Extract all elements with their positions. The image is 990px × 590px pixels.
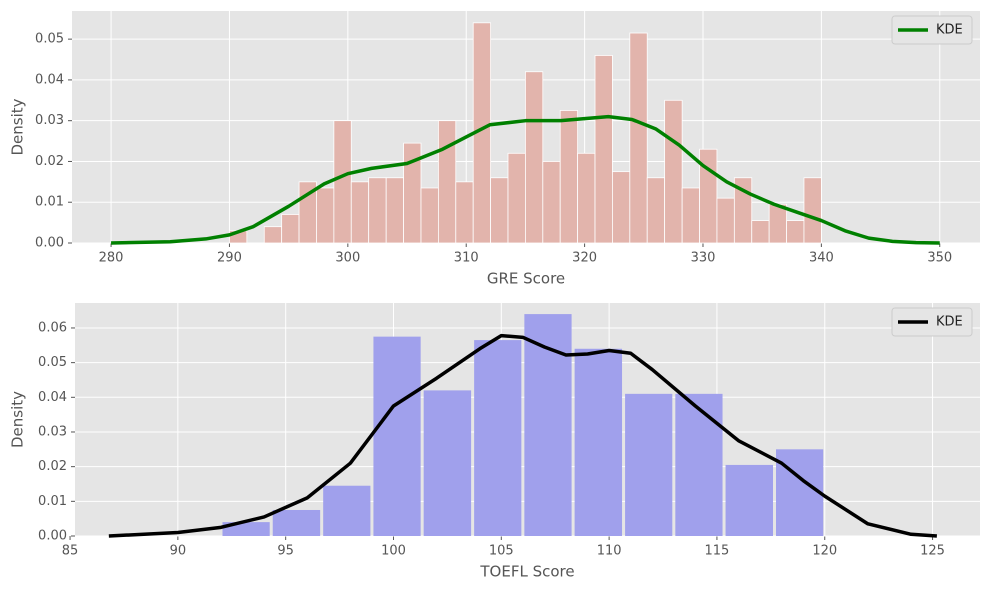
bar	[751, 220, 770, 244]
y-tick-label: 0.00	[35, 236, 64, 251]
x-tick-label: 280	[99, 251, 124, 266]
bar	[368, 177, 387, 244]
y-axis-label: Density	[9, 98, 27, 155]
bar	[272, 509, 321, 536]
x-tick-label: 290	[217, 251, 242, 266]
bar	[803, 177, 822, 244]
kde-line	[111, 114, 940, 245]
x-tick-label: 350	[927, 251, 952, 266]
bar	[768, 203, 787, 244]
y-tick-label: 0.00	[38, 529, 67, 544]
y-tick-label: 0.06	[38, 320, 67, 335]
bar	[281, 214, 300, 244]
x-tick-label: 90	[170, 544, 187, 559]
bar	[716, 197, 735, 244]
bar	[323, 485, 371, 536]
y-tick-label: 0.01	[35, 195, 64, 210]
bar	[625, 393, 673, 536]
bar	[675, 393, 723, 536]
bar	[725, 464, 773, 536]
bar	[594, 55, 613, 244]
bar	[786, 220, 805, 244]
bar	[681, 187, 700, 244]
x-tick-label: 105	[489, 544, 514, 559]
bar	[385, 177, 404, 244]
y-tick-label: 0.04	[38, 390, 67, 405]
bar	[525, 71, 544, 244]
bar	[263, 226, 283, 244]
x-tick-label: 95	[277, 544, 294, 559]
bar	[507, 152, 526, 244]
x-tick-label: 100	[381, 544, 406, 559]
x-tick-label: 85	[62, 544, 79, 559]
x-tick-label: 115	[705, 544, 730, 559]
y-tick-label: 0.01	[38, 494, 67, 509]
bar	[333, 120, 352, 244]
x-tick-label: 125	[920, 544, 945, 559]
legend-label: KDE	[936, 23, 963, 38]
y-tick-label: 0.03	[38, 424, 67, 439]
x-tick-label: 310	[454, 251, 479, 266]
bar	[577, 152, 596, 244]
x-tick-label: 340	[809, 251, 834, 266]
bar	[612, 171, 631, 244]
legend-box	[891, 307, 973, 337]
y-tick-label: 0.05	[38, 355, 67, 370]
bar	[646, 177, 666, 244]
bar	[524, 314, 572, 536]
bar	[373, 336, 421, 536]
x-tick-label: 300	[335, 251, 360, 266]
bar	[350, 181, 370, 244]
x-axis-label: GRE Score	[487, 270, 565, 288]
bar	[437, 120, 457, 244]
bar	[574, 348, 623, 536]
bar	[316, 187, 335, 244]
y-tick-label: 0.04	[35, 72, 64, 87]
y-axis-label: Density	[9, 391, 27, 448]
subplot: 85 90 95 100 105 110 115 120 125 0.00 0.01 0.02 0.03…	[9, 303, 980, 581]
x-tick-label: 330	[691, 251, 716, 266]
x-tick-label: 320	[572, 251, 597, 266]
y-tick-label: 0.02	[38, 459, 67, 474]
bar	[423, 390, 472, 536]
legend-box	[891, 15, 973, 45]
subplot: 280 290 300 310 320 330 340 350 0.00 0.01 0.02 0.03…	[9, 11, 980, 288]
bar	[629, 32, 648, 244]
bar	[420, 187, 439, 244]
x-axis-label: TOEFL Score	[479, 563, 574, 581]
bar	[474, 340, 522, 536]
y-tick-label: 0.03	[35, 113, 64, 128]
bar	[559, 110, 579, 244]
x-tick-label: 120	[812, 544, 837, 559]
x-tick-label: 110	[597, 544, 622, 559]
y-tick-label: 0.02	[35, 154, 64, 169]
y-tick-label: 0.05	[35, 32, 64, 47]
bar	[455, 181, 474, 244]
legend-label: KDE	[936, 315, 963, 330]
kde-line	[108, 333, 937, 538]
bar	[664, 99, 683, 244]
bar	[490, 177, 509, 244]
bar	[542, 161, 561, 244]
